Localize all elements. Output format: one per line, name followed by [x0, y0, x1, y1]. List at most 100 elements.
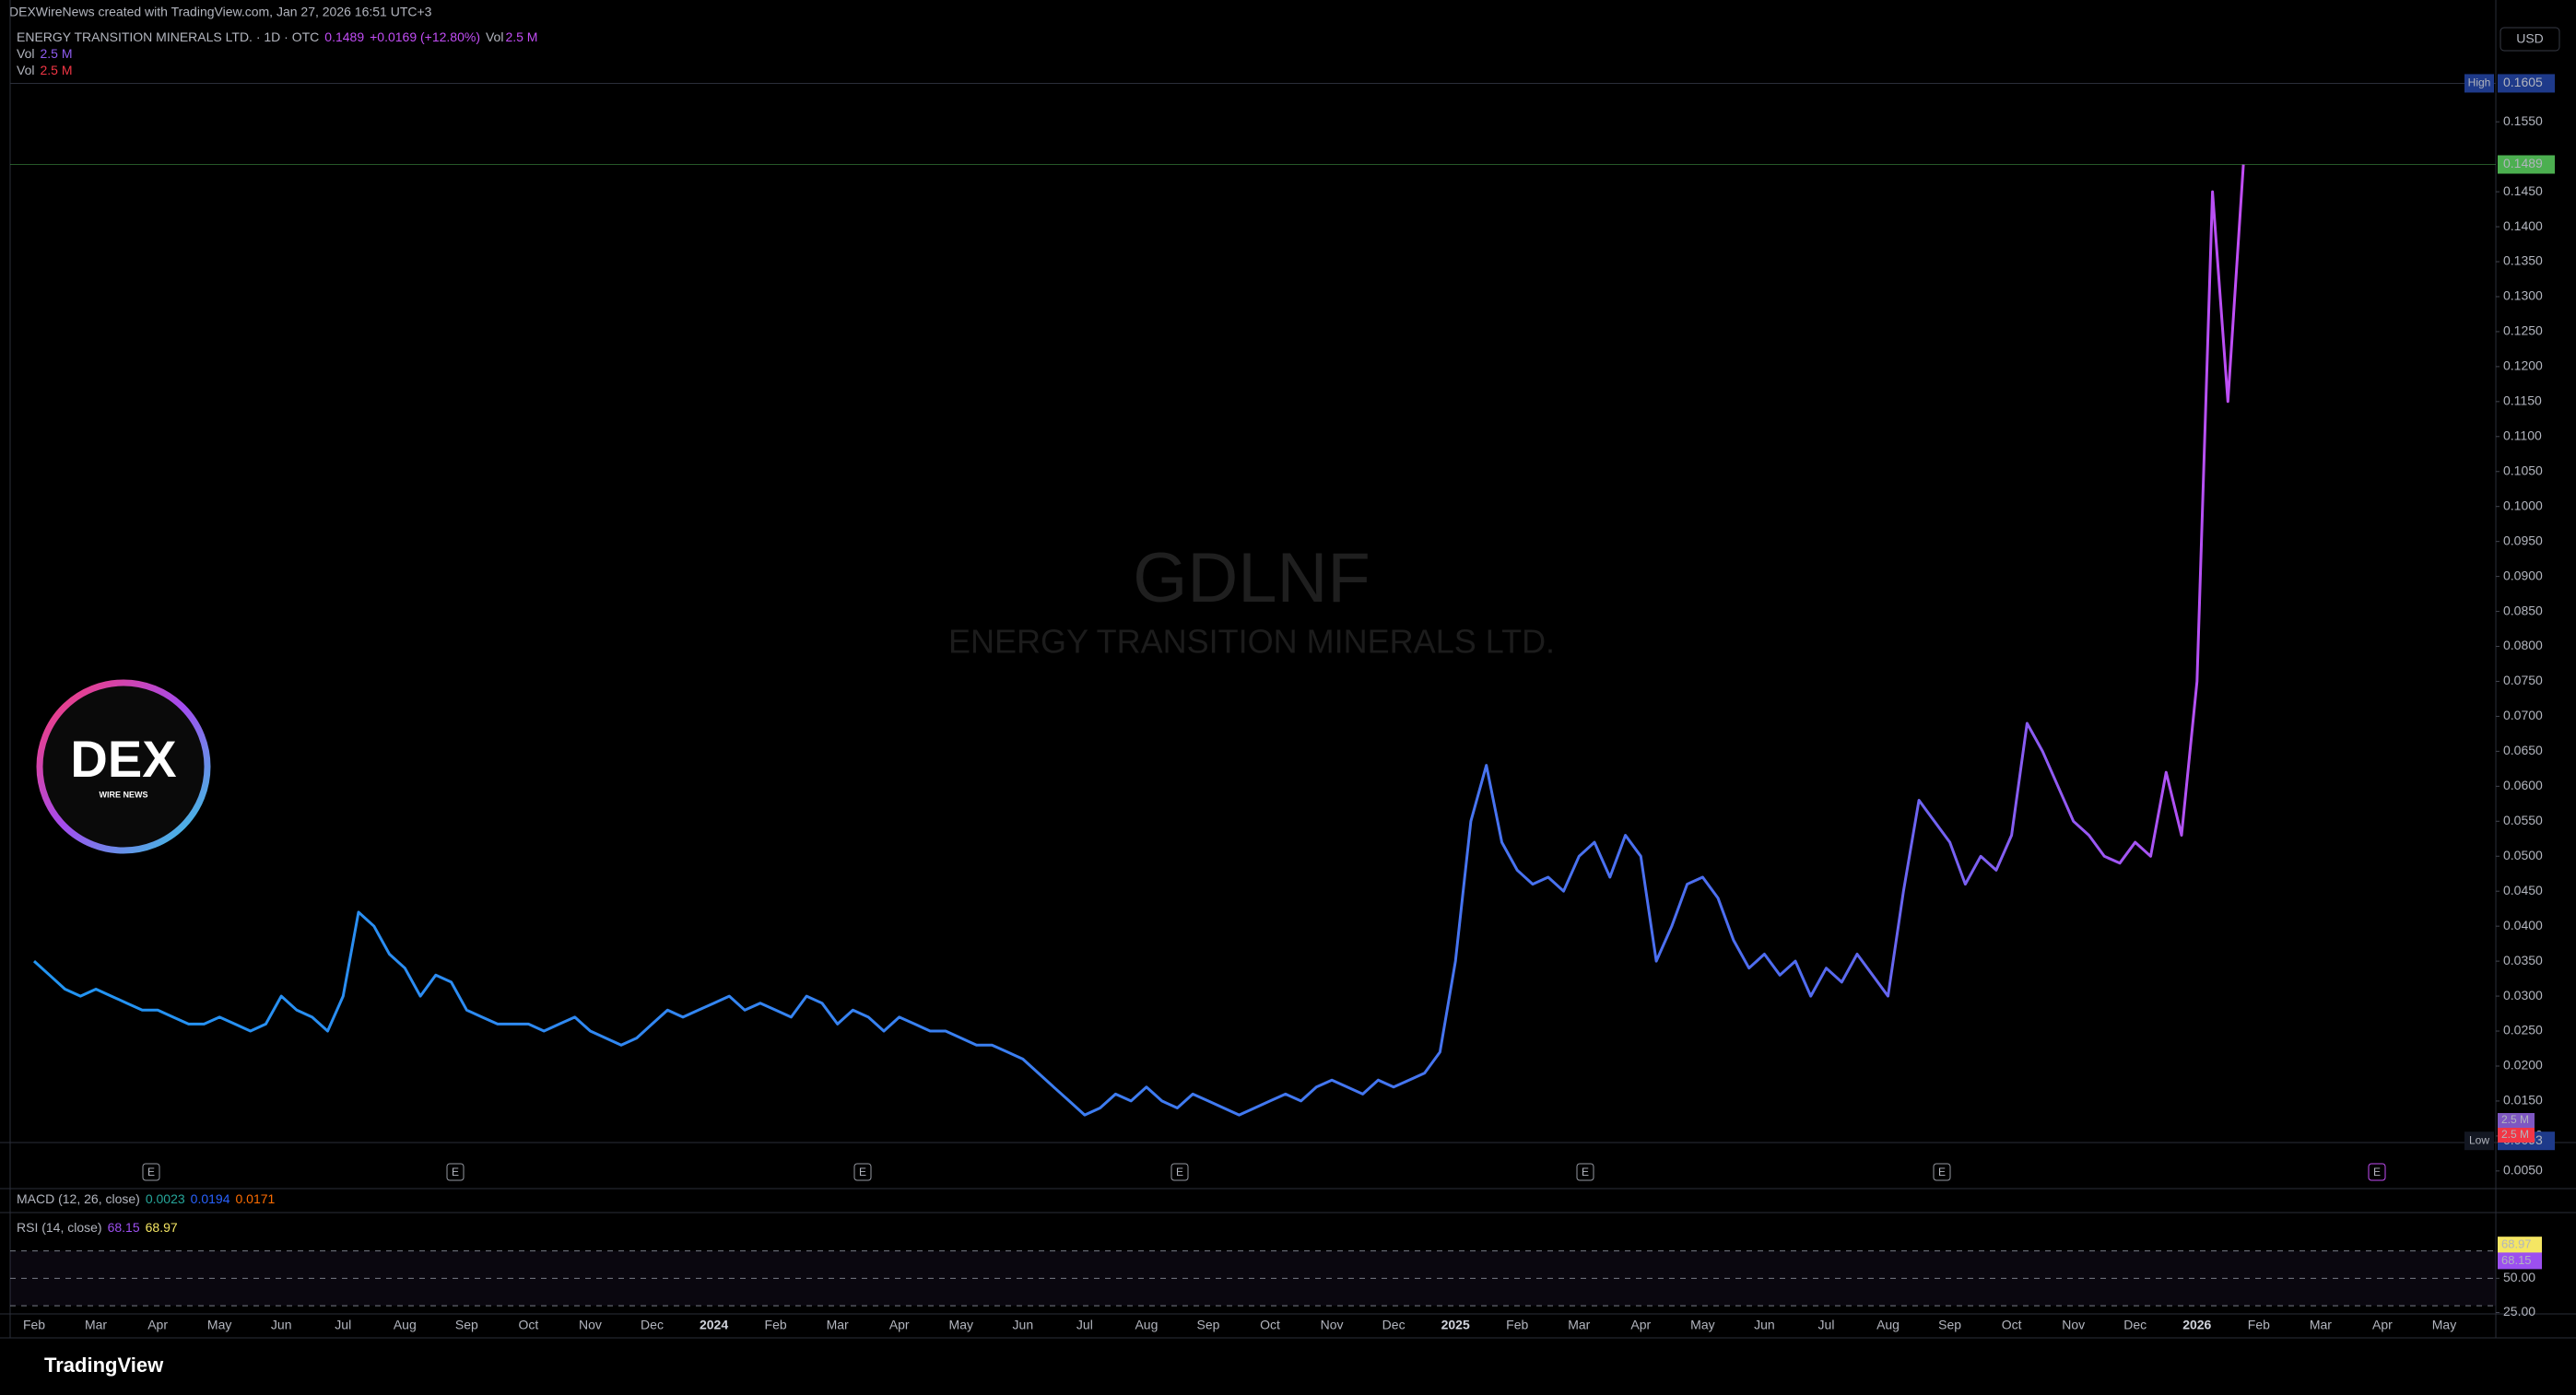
footer-logo: TradingView: [44, 1354, 164, 1377]
watermark-symbol: GDLNF: [1133, 539, 1370, 617]
earnings-label: E: [147, 1166, 155, 1178]
y-tick-label: 0.1100: [2503, 428, 2542, 443]
x-tick-label: Mar: [2310, 1318, 2332, 1332]
x-tick-label: May: [949, 1318, 973, 1332]
currency[interactable]: USD: [2516, 31, 2544, 46]
x-tick-label: Nov: [1321, 1318, 1344, 1332]
y-tick-label: 50.00: [2503, 1270, 2535, 1284]
x-tick-label: Sep: [1938, 1318, 1961, 1332]
y-tick-label: 0.1450: [2503, 183, 2543, 198]
x-tick-label: Jul: [1076, 1318, 1093, 1332]
high-value-badge: [2498, 74, 2555, 93]
rsi-badge: [2498, 1237, 2542, 1254]
x-tick-label: Apr: [1630, 1318, 1651, 1332]
x-tick-label: Sep: [455, 1318, 478, 1332]
legend-line: ENERGY TRANSITION MINERALS LTD. · 1D · O…: [17, 29, 537, 44]
legend-vol: 2.5 M: [505, 29, 537, 44]
x-tick-label: Dec: [1382, 1318, 1406, 1332]
earnings-marker: [1576, 1163, 1594, 1181]
x-tick-label: Feb: [765, 1318, 787, 1332]
x-tick-label: Jun: [271, 1318, 292, 1332]
high-value: 0.1605: [2503, 75, 2543, 89]
y-tick-label: 0.1250: [2503, 323, 2543, 338]
x-tick-label: 2024: [700, 1318, 728, 1332]
y-tick-label: 25.00: [2503, 1304, 2535, 1319]
legend-vol-label: Vol: [17, 46, 34, 61]
y-tick-label: 0.0400: [2503, 918, 2543, 932]
logo-title: DEX: [70, 730, 176, 788]
logo-ring: [36, 679, 211, 854]
x-tick-label: Apr: [889, 1318, 910, 1332]
rsi-value: 68.97: [146, 1220, 178, 1235]
macd-legend: MACD (12, 26, close) 0.0023 0.0194 0.0171: [17, 1191, 276, 1206]
rsi-badge-label: 68.15: [2501, 1253, 2532, 1267]
earnings-marker: [853, 1163, 872, 1181]
x-tick-label: Jun: [1013, 1318, 1034, 1332]
credit: DEXWireNews created with TradingView.com…: [9, 5, 432, 19]
x-tick-label: Feb: [2248, 1318, 2270, 1332]
earnings-label: E: [859, 1166, 866, 1178]
x-tick-label: Sep: [1197, 1318, 1220, 1332]
earnings-marker: [1933, 1163, 1951, 1181]
x-tick-label: 2026: [2182, 1318, 2211, 1332]
x-tick-label: Oct: [2002, 1318, 2022, 1332]
y-tick-label: 0.0700: [2503, 708, 2543, 722]
high-badge: [2464, 74, 2494, 93]
y-tick-label: 0.0850: [2503, 603, 2543, 617]
legend-line: Vol 2.5 M: [17, 46, 72, 61]
x-tick-label: Apr: [147, 1318, 168, 1332]
rsi-title: RSI (14, close): [17, 1220, 102, 1235]
price-line: [32, 164, 2245, 1117]
legend-vol-label: Vol: [486, 29, 503, 44]
x-tick-label: Nov: [579, 1318, 602, 1332]
legend-change: +0.0169 (+12.80%): [370, 29, 480, 44]
y-tick-label: 0.1050: [2503, 463, 2543, 477]
volume-badge: [2498, 1128, 2535, 1143]
rsi-legend: RSI (14, close) 68.15 68.97: [17, 1220, 178, 1235]
y-tick-label: 0.0050: [2503, 1163, 2543, 1178]
x-tick-label: Aug: [1135, 1318, 1158, 1332]
y-tick-label: 0.0950: [2503, 533, 2543, 547]
y-tick-label: 0.0300: [2503, 988, 2543, 1002]
high-label: High: [2468, 76, 2491, 89]
y-tick-label: 0.1350: [2503, 253, 2543, 268]
x-tick-label: Feb: [1506, 1318, 1528, 1332]
earnings-marker: [446, 1163, 465, 1181]
macd-value: 0.0194: [191, 1191, 230, 1206]
last-price-badge: [2498, 155, 2555, 174]
currency-button[interactable]: [2500, 27, 2560, 52]
x-tick-label: Jul: [335, 1318, 351, 1332]
x-tick-label: Aug: [394, 1318, 417, 1332]
x-tick-label: Aug: [1876, 1318, 1900, 1332]
earnings-label: E: [2373, 1166, 2381, 1178]
y-tick-label: 0.0450: [2503, 883, 2543, 897]
y-tick-label: 0.0800: [2503, 638, 2543, 652]
macd-value: 0.0023: [146, 1191, 185, 1206]
volume-badge-label: 2.5 M: [2501, 1128, 2529, 1141]
legend-symbol: ENERGY TRANSITION MINERALS LTD. · 1D · O…: [17, 29, 319, 44]
earnings-marker: [1170, 1163, 1189, 1181]
x-tick-label: Oct: [519, 1318, 539, 1332]
earnings-marker: [2368, 1163, 2386, 1181]
legend-vol: 2.5 M: [40, 46, 72, 61]
y-tick-label: 0.0500: [2503, 848, 2543, 862]
logo-subtitle: WIRE NEWS: [100, 790, 148, 799]
x-tick-label: Mar: [85, 1318, 107, 1332]
y-tick-label: 0.0600: [2503, 778, 2543, 792]
x-tick-label: Oct: [1260, 1318, 1280, 1332]
macd-value: 0.0171: [235, 1191, 275, 1206]
last-price: 0.1489: [2503, 156, 2543, 170]
y-tick-label: 0.1000: [2503, 498, 2543, 512]
y-tick-label: 0.0900: [2503, 568, 2543, 582]
legend-vol: 2.5 M: [40, 63, 72, 77]
x-tick-label: Mar: [1568, 1318, 1590, 1332]
y-tick-label: 0.0550: [2503, 813, 2543, 827]
x-tick-label: Apr: [2372, 1318, 2393, 1332]
x-tick-label: Mar: [827, 1318, 849, 1332]
rsi-value: 68.15: [108, 1220, 140, 1235]
y-tick-label: 0.1550: [2503, 113, 2543, 128]
x-tick-label: May: [1690, 1318, 1714, 1332]
y-tick-label: 0.0750: [2503, 673, 2543, 687]
